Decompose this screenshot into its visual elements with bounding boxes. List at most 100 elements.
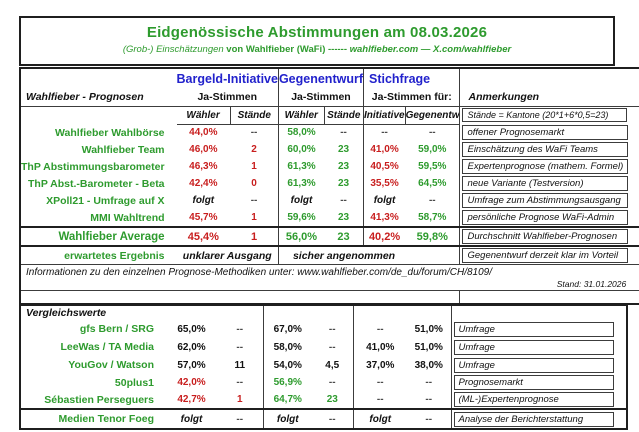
annotation: Expertenprognose (mathem. Formel) (462, 159, 629, 174)
cell-waehler-gegenentwurf: 64,7% (262, 391, 312, 409)
cell-staende-bargeld: -- (250, 127, 258, 139)
page-subtitle: (Grob-) Einschätzungen von Wahlfieber (W… (21, 44, 613, 55)
annotation: Durchschnitt Wahlfieber-Prognosen (462, 229, 629, 244)
cell-staende-gegenentwurf: -- (328, 323, 336, 335)
cell-staende-gegenentwurf: -- (340, 127, 347, 139)
cell-initiative: 41,3% (363, 209, 406, 227)
anmerkungen-header: Anmerkungen (459, 89, 639, 107)
cell-initiative: -- (352, 374, 407, 391)
cell-waehler-bargeld: 62,0% (177, 341, 206, 353)
cell-waehler-gegenentwurf: folgt (277, 192, 325, 209)
cell-staende-bargeld: 0 (251, 178, 257, 189)
col-header-waehler-gegenentwurf: Wähler (277, 106, 325, 125)
cell-waehler-gegenentwurf: 60,0% (277, 141, 325, 158)
cell-staende-bargeld: 1 (251, 161, 257, 172)
cell-staende-bargeld: -- (236, 341, 244, 353)
cell-waehler-gegenentwurf: 61,3% (277, 158, 325, 175)
cell-waehler-bargeld: 42,7% (177, 394, 206, 405)
row-label: XPoll21 - Umfrage auf X (46, 194, 165, 207)
cell-waehler-gegenentwurf: 58,0% (262, 338, 312, 356)
cell-waehler-gegenentwurf: 54,0% (262, 356, 312, 374)
cell-waehler-gegenentwurf: 59,6% (277, 209, 325, 227)
cell-gegenentw: 59,5% (418, 161, 447, 172)
page-title: Eidgenössische Abstimmungen am 08.03.202… (146, 24, 488, 41)
table-row: Sébastien Perseguers 42,7% 1 64,7% 23 --… (20, 391, 627, 409)
vergleichswerte-heading: Vergleichswerte (26, 307, 107, 319)
col-header-gegenentw: Gegenentw (404, 106, 460, 125)
table-row: ThP Abstimmungsbarometer 46,3% 1 61,3% 2… (20, 158, 639, 175)
cell-staende-gegenentwurf: -- (328, 377, 336, 388)
expected-gegenentwurf: sicher angenommen (277, 246, 460, 265)
cell-staende-gegenentwurf: -- (312, 408, 353, 429)
staende-note: Stände = Kantone (20*1+6*0,5=23) (462, 108, 628, 123)
cell-initiative: -- (352, 391, 407, 409)
annotation: Umfrage (453, 321, 614, 337)
cell-initiative: 37,0% (352, 356, 407, 374)
col-header-initiative: Initiative (363, 106, 406, 125)
cell-initiative: 41,0% (352, 338, 407, 356)
cell-waehler-bargeld: 46,3% (189, 161, 218, 172)
cell-gegenentw: 64,5% (418, 178, 447, 189)
table-row: XPoll21 - Umfrage auf X folgt -- folgt -… (20, 192, 639, 209)
cell-gegenentw: -- (428, 195, 436, 206)
cell-staende-bargeld: -- (236, 323, 244, 335)
annotation: (ML-)Expertenprognose (453, 392, 614, 407)
cell-staende-gegenentwurf: -- (340, 195, 347, 206)
subtitle-segment: (Grob-) Einschätzungen (122, 44, 224, 55)
cell-gegenentw: 38,0% (414, 359, 443, 371)
annotation: Umfrage (453, 339, 614, 355)
row-label: gfs Bern / SRG (79, 323, 154, 335)
cell-gegenentw: 51,0% (414, 323, 443, 335)
row-label: 50plus1 (114, 376, 154, 389)
cell-staende-bargeld: 2 (251, 144, 257, 155)
cell-gegenentw: -- (428, 127, 436, 139)
cell-waehler-gegenentwurf: 56,9% (262, 374, 312, 391)
spacer-row (20, 290, 639, 304)
title-box: Eidgenössische Abstimmungen am 08.03.202… (19, 16, 615, 66)
vergleichswerte-header-row: Vergleichswerte (20, 305, 627, 320)
cell-staende-gegenentwurf: 23 (337, 178, 350, 189)
group-header-row: Bargeld-Initiative Gegenentwurf Stichfra… (20, 68, 639, 89)
expected-result-row: erwartetes Ergebnis unklarer Ausgang sic… (20, 246, 639, 265)
cell-staende-gegenentwurf: 23 (324, 226, 364, 247)
cell-initiative: -- (352, 320, 407, 338)
group-header-stichfrage: Stichfrage (362, 68, 460, 89)
cell-initiative: folgt (352, 408, 407, 429)
row-label: LeeWas / TA Media (60, 341, 154, 353)
annotation: neue Variante (Testversion) (462, 176, 629, 191)
cell-gegenentw: -- (425, 377, 433, 388)
info-row: Informationen zu den einzelnen Prognose-… (20, 264, 639, 291)
cell-waehler-gegenentwurf: 56,0% (277, 226, 325, 247)
cell-staende-gegenentwurf: 4,5 (325, 359, 340, 371)
cell-staende-bargeld: 1 (251, 212, 257, 223)
cell-staende-gegenentwurf: -- (328, 341, 336, 353)
cell-waehler-bargeld: 44,0% (189, 127, 218, 139)
cell-staende-bargeld: 1 (236, 394, 243, 405)
media-tenor-row: Medien Tenor Foeg folgt -- folgt -- folg… (20, 408, 627, 429)
cell-waehler-gegenentwurf: 58,0% (277, 124, 325, 141)
col-header-staende-bargeld: Stände (229, 106, 279, 125)
ja-stimmen-bargeld: Ja-Stimmen (176, 89, 279, 107)
cell-gegenentw: 59,8% (405, 226, 460, 247)
table-row: ThP Abst.-Barometer - Beta 42,4% 0 61,3%… (20, 175, 639, 192)
cell-gegenentw: 58,7% (418, 212, 447, 223)
annotation: Gegenentwurf derzeit klar im Vorteil (462, 248, 629, 263)
row-label: MMI Wahltrend (90, 211, 165, 224)
ja-stimmen-stichfrage: Ja-Stimmen für: (362, 89, 460, 107)
cell-staende-gegenentwurf: 23 (337, 144, 350, 155)
column-header-row: Wähler Stände Wähler Stände Initiative G… (20, 106, 639, 125)
annotation: Umfrage zum Abstimmungsausgang (462, 193, 629, 208)
cell-waehler-bargeld: 42,0% (177, 377, 206, 388)
cell-staende-bargeld: 1 (230, 226, 279, 247)
subheader-row: Wahlfieber - Prognosen Ja-Stimmen Ja-Sti… (20, 89, 639, 107)
info-text: Informationen zu den einzelnen Prognose-… (26, 267, 493, 278)
row-label: YouGov / Watson (68, 359, 154, 371)
row-label: Sébastien Perseguers (44, 393, 154, 406)
table-row: Wahlfieber Team 46,0% 2 60,0% 23 41,0% 5… (20, 141, 639, 158)
cell-waehler-bargeld: 45,4% (176, 226, 231, 247)
prognosen-table: Bargeld-Initiative Gegenentwurf Stichfra… (19, 67, 639, 305)
table-row: Wahlfieber Wahlbörse 44,0% -- 58,0% -- -… (20, 124, 639, 141)
table-row: YouGov / Watson 57,0% 11 54,0% 4,5 37,0%… (20, 356, 627, 374)
cell-gegenentw: 51,0% (414, 341, 443, 353)
